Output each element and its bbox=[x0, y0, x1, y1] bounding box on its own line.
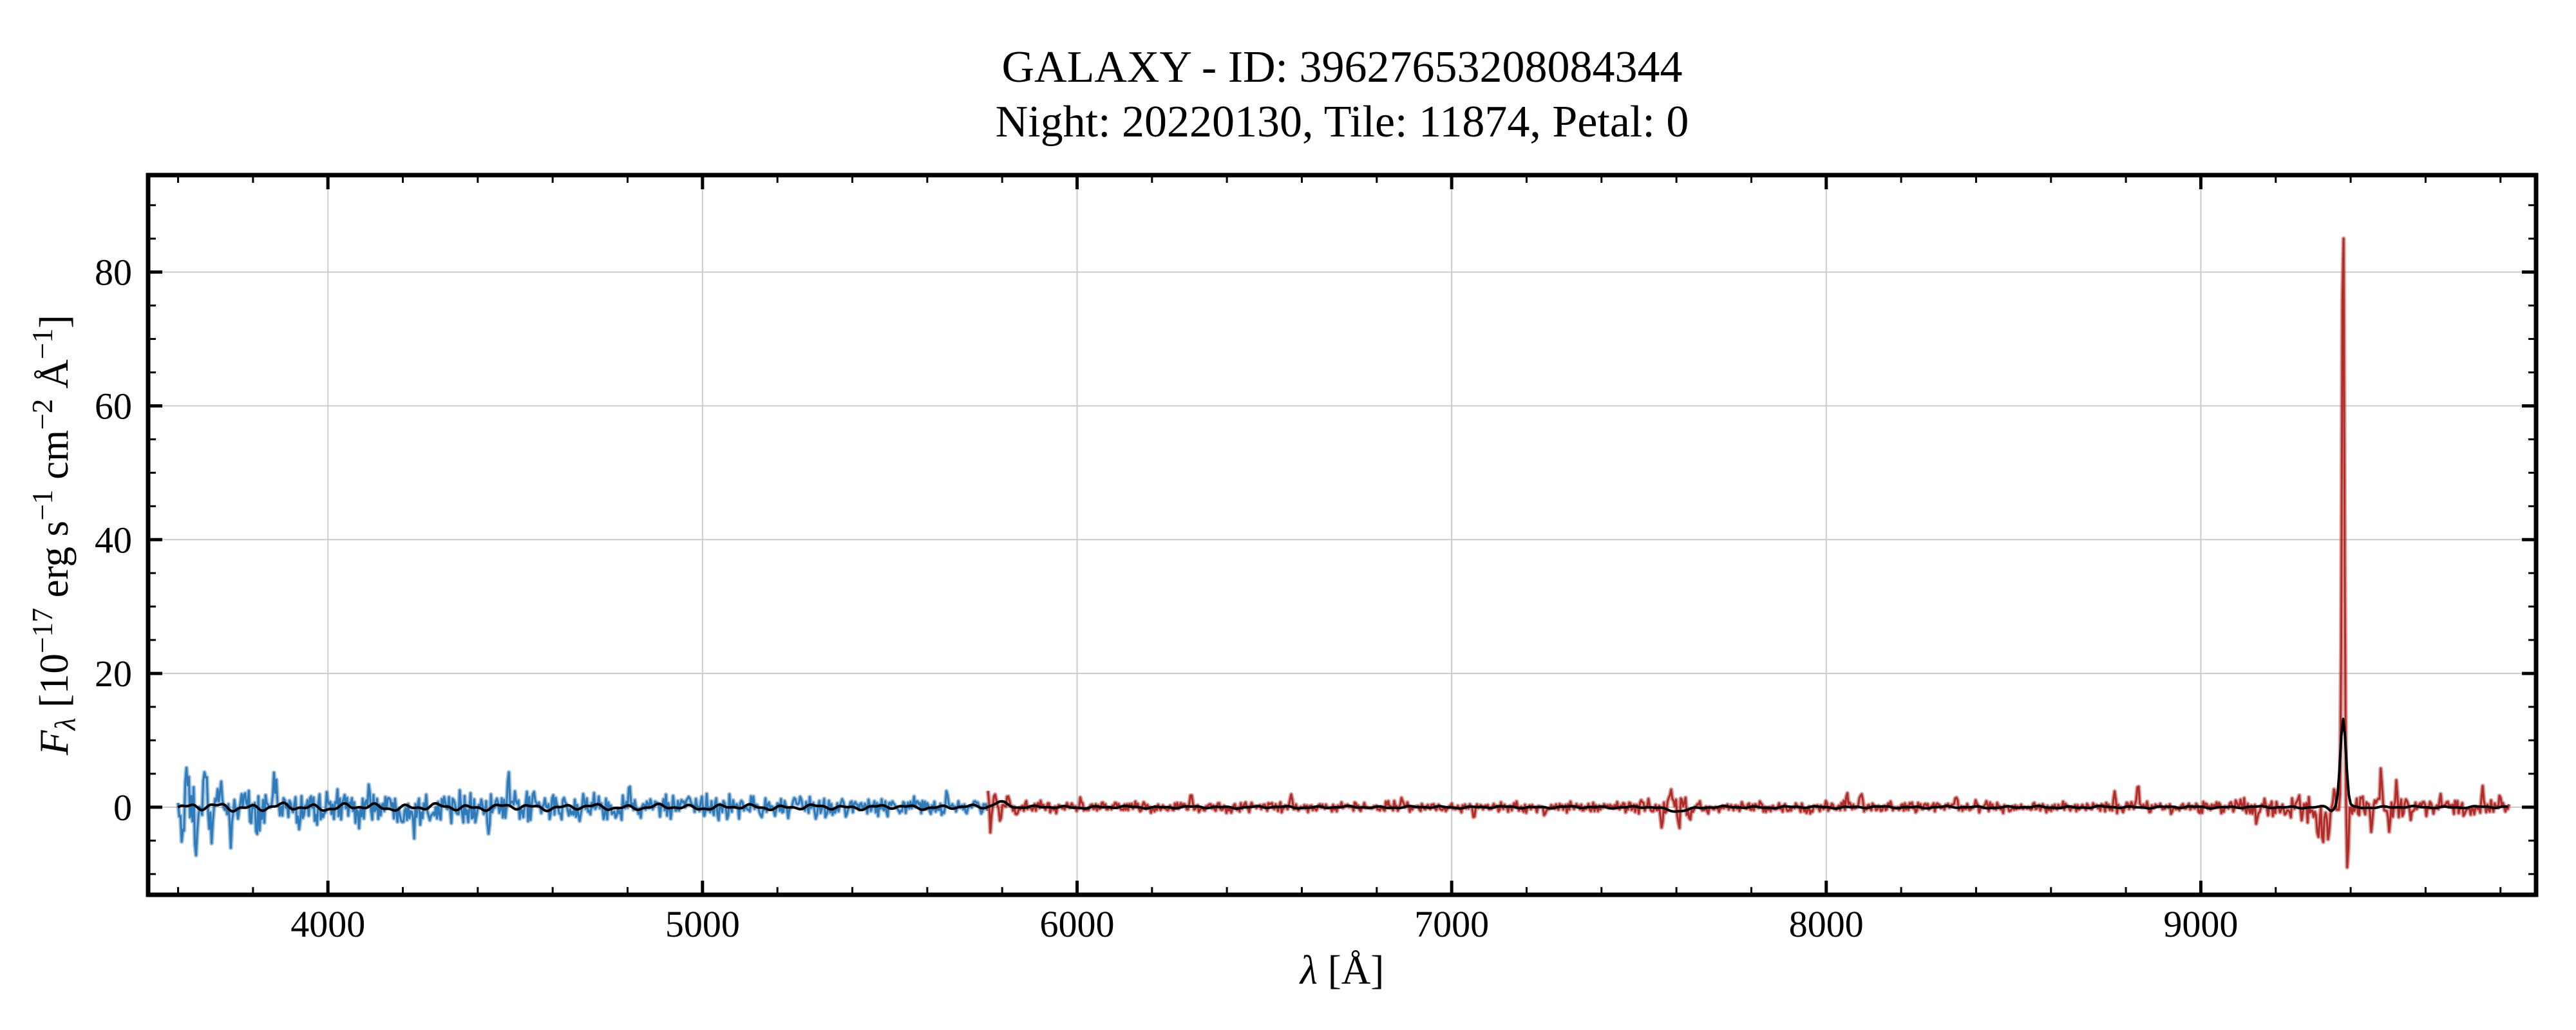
ylabel-part: −1 bbox=[26, 490, 59, 521]
x-tick-label-9000: 9000 bbox=[2163, 903, 2238, 945]
ylabel-part: F bbox=[32, 730, 77, 756]
spectrum-series bbox=[176, 236, 2512, 870]
ylabel-part: −1 bbox=[26, 328, 59, 359]
y-tick-label-80: 80 bbox=[95, 252, 132, 294]
y-axis-label: Fλ [10−17 erg s−1 cm−2 Å−1] bbox=[26, 315, 81, 756]
y-tick-label-60: 60 bbox=[95, 385, 132, 427]
tick-labels: 4000 5000 6000 7000 8000 9000 0 20 40 60 80 bbox=[95, 252, 2238, 945]
axes-spines bbox=[146, 173, 2539, 897]
ylabel-part: −17 bbox=[26, 608, 59, 653]
x-tick-label-5000: 5000 bbox=[665, 903, 740, 945]
x-tick-label-6000: 6000 bbox=[1039, 903, 1114, 945]
x-tick-label-8000: 8000 bbox=[1789, 903, 1864, 945]
plot-area bbox=[148, 175, 2536, 895]
model-spectrum-line bbox=[177, 717, 2508, 813]
ylabel-part: ] bbox=[32, 315, 77, 328]
y-tick-label-20: 20 bbox=[95, 653, 132, 695]
ylabel-part: λ bbox=[49, 718, 81, 732]
y-tick-label-40: 40 bbox=[95, 519, 132, 561]
xlabel-part: [Å] bbox=[1318, 948, 1384, 993]
plot-title: GALAXY - ID: 39627653208084344 bbox=[1001, 42, 1682, 92]
x-tick-label-4000: 4000 bbox=[290, 903, 365, 945]
axis-ticks bbox=[148, 175, 2536, 895]
ylabel-part: Å bbox=[32, 359, 77, 399]
ylabel-part: [10 bbox=[32, 653, 77, 718]
ylabel-part: erg s bbox=[32, 521, 77, 608]
xlabel-part: λ bbox=[1299, 948, 1318, 993]
y-tick-label-0: 0 bbox=[113, 787, 132, 829]
plot-subtitle: Night: 20220130, Tile: 11874, Petal: 0 bbox=[996, 97, 1689, 147]
x-axis-label: λ [Å] bbox=[1299, 948, 1385, 993]
x-tick-label-7000: 7000 bbox=[1414, 903, 1489, 945]
ylabel-part: cm bbox=[32, 430, 77, 490]
r/z-arm-spectrum-line bbox=[987, 238, 2510, 868]
ylabel-part: −2 bbox=[26, 399, 59, 430]
